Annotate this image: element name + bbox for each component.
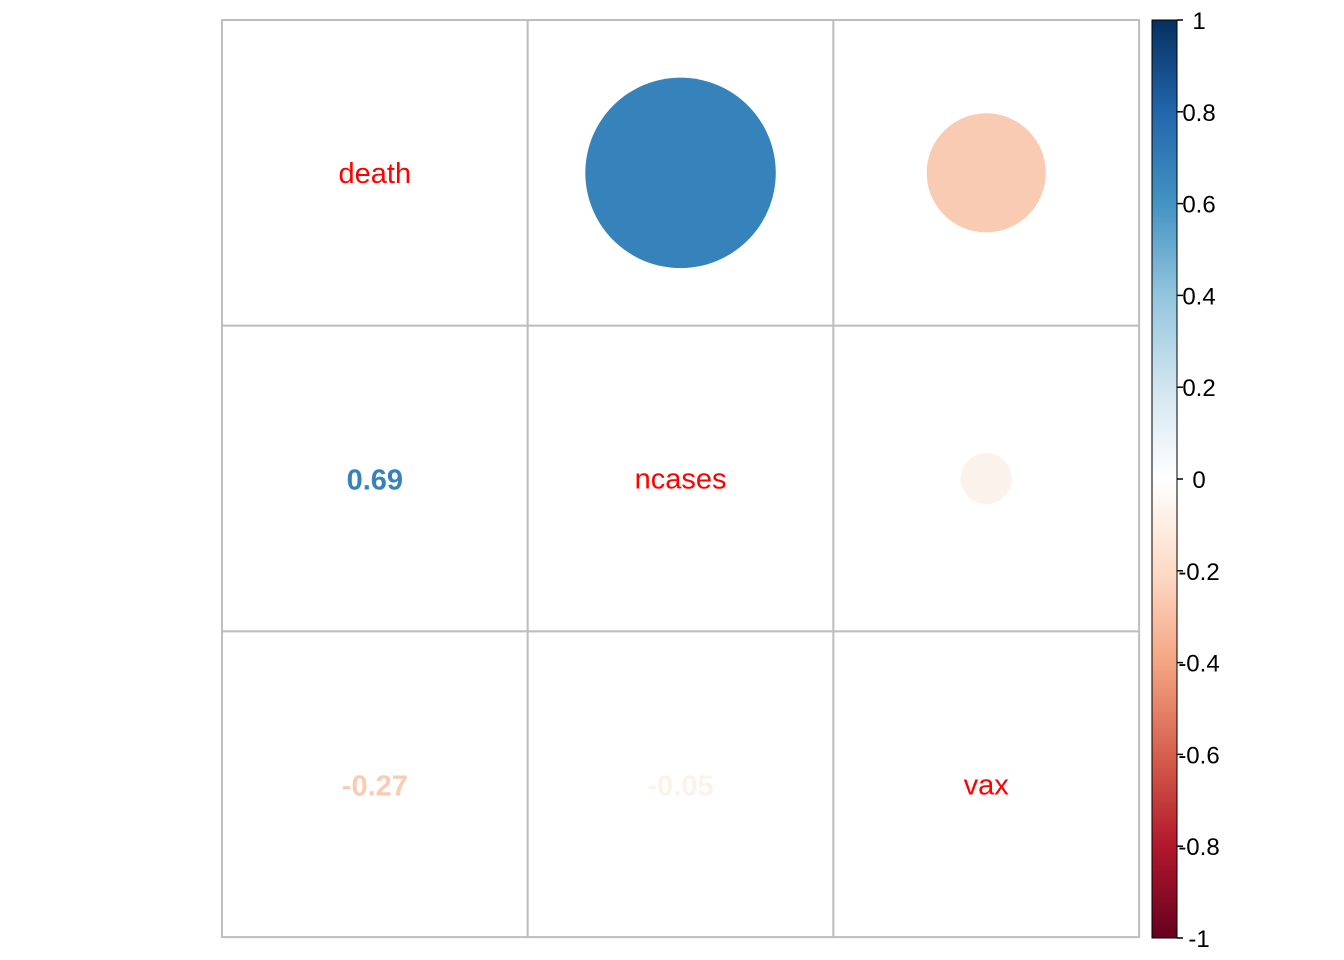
correlation-value-ncases-death: 0.69 xyxy=(347,465,403,497)
variable-label-ncases: ncases xyxy=(635,464,727,496)
colorbar-tick-label: 0.4 xyxy=(1182,283,1215,310)
correlation-matrix: death ncases vax 0.69 -0.27 -0.05 xyxy=(221,19,1141,939)
grid-cell-2-2 xyxy=(832,630,1141,939)
correlation-circle-death-ncases xyxy=(585,77,776,269)
color-legend: 1 0.8 0.6 0.4 0.2 0 -0.2 -0.4 -0.6 -0.8 -1 xyxy=(1151,8,1220,953)
correlation-value-vax-death: -0.27 xyxy=(342,770,408,802)
colorbar-gradient xyxy=(1151,19,1178,939)
colorbar-tick-label: -0.4 xyxy=(1178,651,1219,678)
correlation-value-vax-ncases: -0.05 xyxy=(647,770,713,802)
correlation-circle-death-vax xyxy=(926,113,1046,233)
colorbar-tick-label: 0.6 xyxy=(1182,192,1215,219)
colorbar-tick-label: -0.8 xyxy=(1178,834,1219,861)
colorbar-tick-label: -1 xyxy=(1188,926,1209,953)
colorbar-tick-label: -0.2 xyxy=(1178,559,1219,586)
variable-label-death: death xyxy=(339,158,412,190)
correlation-circle-ncases-vax xyxy=(960,452,1012,505)
grid-cell-1-1 xyxy=(526,324,835,633)
colorbar-tick-label: 0 xyxy=(1192,467,1205,494)
grid-cell-2-0 xyxy=(221,630,529,939)
grid-cell-2-1 xyxy=(526,630,835,939)
grid-cell-1-0 xyxy=(221,324,529,633)
colorbar-tick-label: -0.6 xyxy=(1178,742,1219,769)
colorbar-tick-label: 0.2 xyxy=(1182,375,1215,402)
colorbar-tick-label: 1 xyxy=(1192,8,1205,35)
grid-cell-0-0 xyxy=(221,19,529,327)
variable-label-vax: vax xyxy=(964,769,1010,801)
colorbar-tick-label: 0.8 xyxy=(1182,100,1215,127)
